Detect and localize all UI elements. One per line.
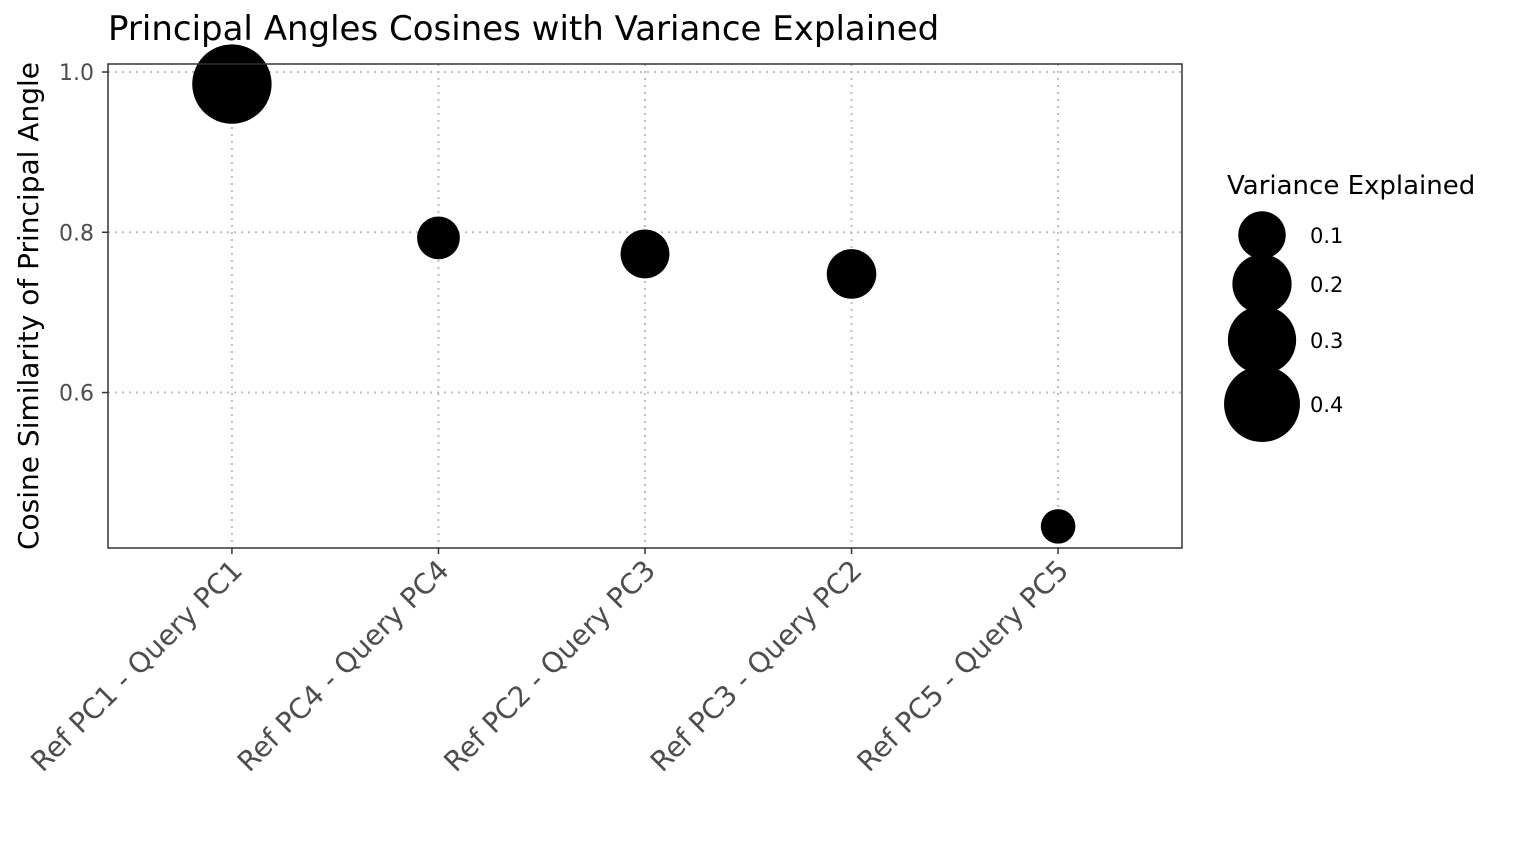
legend-label: 0.3 <box>1310 329 1343 353</box>
grid-lines <box>108 64 1182 548</box>
legend: Variance Explained 0.1 0.2 0.3 0.4 <box>1224 171 1475 442</box>
y-axis-title: Cosine Similarity of Principal Angle <box>12 62 45 550</box>
data-point <box>826 249 877 299</box>
data-point <box>1040 509 1076 544</box>
data-point <box>417 216 460 260</box>
x-tick-label: Ref PC4 - Query PC4 <box>231 554 456 779</box>
legend-key <box>1224 366 1300 442</box>
legend-label: 0.1 <box>1310 224 1343 248</box>
legend-label: 0.4 <box>1310 393 1343 417</box>
y-axis: 0.6 0.8 1.0 <box>59 61 108 407</box>
chart-title: Principal Angles Cosines with Variance E… <box>108 9 939 49</box>
x-tick-label: Ref PC3 - Query PC2 <box>644 554 869 779</box>
legend-label: 0.2 <box>1310 273 1343 297</box>
legend-key <box>1232 254 1292 314</box>
plot-panel <box>107 63 1183 549</box>
y-tick-label: 1.0 <box>59 61 94 86</box>
data-point <box>192 44 272 124</box>
legend-title: Variance Explained <box>1227 171 1475 201</box>
legend-key <box>1227 305 1297 375</box>
x-tick-label: Ref PC2 - Query PC3 <box>437 554 662 779</box>
y-tick-label: 0.6 <box>59 382 94 407</box>
data-point <box>620 229 670 279</box>
x-tick-label: Ref PC1 - Query PC1 <box>24 554 249 779</box>
x-tick-label: Ref PC5 - Query PC5 <box>850 554 1075 779</box>
legend-key <box>1238 211 1286 259</box>
data-points <box>192 44 1076 544</box>
y-tick-label: 0.8 <box>59 221 94 246</box>
